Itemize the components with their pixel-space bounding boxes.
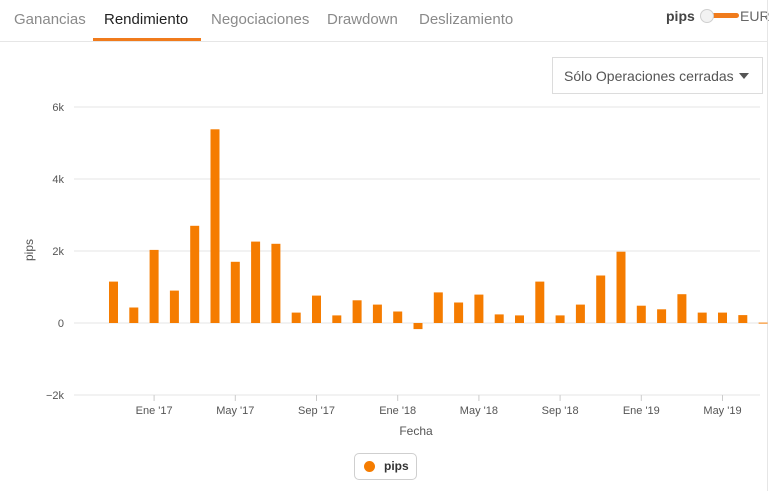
legend-label: pips	[384, 459, 409, 473]
y-tick-label: 0	[58, 318, 64, 330]
x-tick-label: Ene '17	[136, 405, 173, 417]
tab-ganancias[interactable]: Ganancias	[14, 11, 86, 28]
x-tick-label: Sep '17	[298, 405, 335, 417]
panel-border	[767, 0, 768, 491]
bar[interactable]	[555, 315, 565, 323]
y-axis-title: pips	[22, 239, 36, 261]
bar[interactable]	[738, 315, 748, 323]
bar[interactable]	[230, 261, 240, 323]
bar[interactable]	[697, 312, 707, 323]
bar[interactable]	[718, 312, 727, 323]
bar[interactable]	[129, 307, 139, 324]
y-tick-label: 2k	[52, 246, 64, 258]
bar[interactable]	[616, 251, 626, 323]
tab-negociaciones[interactable]: Negociaciones	[211, 11, 310, 28]
bar[interactable]	[393, 311, 403, 324]
bar[interactable]	[190, 225, 200, 323]
x-tick-label: Ene '18	[379, 405, 416, 417]
tabs-bar: Ganancias Rendimiento Negociaciones Draw…	[0, 0, 767, 42]
bar[interactable]	[677, 294, 687, 323]
legend-item-pips[interactable]: pips	[354, 453, 417, 480]
x-tick-label: May '19	[703, 405, 741, 417]
bar[interactable]	[535, 281, 545, 323]
tab-drawdown[interactable]: Drawdown	[327, 11, 398, 28]
bar[interactable]	[575, 304, 585, 323]
bar[interactable]	[596, 275, 606, 324]
chart-gridlines	[74, 106, 760, 396]
toggle-track[interactable]	[703, 13, 739, 18]
bar[interactable]	[251, 241, 261, 323]
x-tick-label: Sep '18	[542, 405, 579, 417]
bar[interactable]	[636, 305, 646, 323]
bar[interactable]	[758, 322, 768, 324]
caret-down-icon	[739, 73, 749, 79]
unit-toggle-right-label: EUR	[740, 8, 770, 24]
bar[interactable]	[149, 249, 159, 323]
bar-series	[109, 129, 768, 330]
y-tick-label: 6k	[52, 102, 64, 114]
bar[interactable]	[312, 295, 321, 323]
y-tick-label: −2k	[46, 390, 65, 402]
x-axis-title: Fecha	[399, 424, 433, 438]
y-tick-label: 4k	[52, 174, 64, 186]
filter-dropdown-value: Sólo Operaciones cerradas	[564, 68, 734, 84]
unit-toggle-left-label: pips	[666, 8, 695, 24]
legend-marker	[364, 461, 375, 472]
bar[interactable]	[372, 304, 382, 323]
bar[interactable]	[169, 290, 179, 323]
bar[interactable]	[433, 292, 443, 323]
bar[interactable]	[352, 300, 362, 323]
y-axis-ticks: 6k 4k 2k 0 −2k	[46, 102, 65, 402]
bar[interactable]	[454, 302, 464, 324]
x-tick-label: May '17	[216, 405, 254, 417]
filter-dropdown[interactable]: Sólo Operaciones cerradas	[552, 57, 763, 94]
bar[interactable]	[271, 243, 281, 323]
tab-rendimiento[interactable]: Rendimiento	[104, 11, 189, 28]
bar[interactable]	[332, 315, 342, 323]
bar[interactable]	[515, 315, 524, 323]
bar[interactable]	[657, 309, 667, 323]
tab-deslizamiento[interactable]: Deslizamiento	[419, 11, 514, 28]
x-tick-label: Ene '19	[623, 405, 660, 417]
bar[interactable]	[109, 281, 118, 323]
x-tick-label: May '18	[460, 405, 498, 417]
bar[interactable]	[210, 129, 220, 323]
toggle-knob[interactable]	[700, 9, 714, 23]
bar[interactable]	[474, 294, 484, 323]
bar[interactable]	[494, 314, 504, 323]
active-tab-indicator	[93, 38, 201, 41]
bar[interactable]	[291, 312, 301, 323]
bar[interactable]	[413, 323, 423, 330]
x-axis-ticks: Ene '17 May '17 Sep '17 Ene '18 May '18 Sep '…	[136, 395, 742, 417]
